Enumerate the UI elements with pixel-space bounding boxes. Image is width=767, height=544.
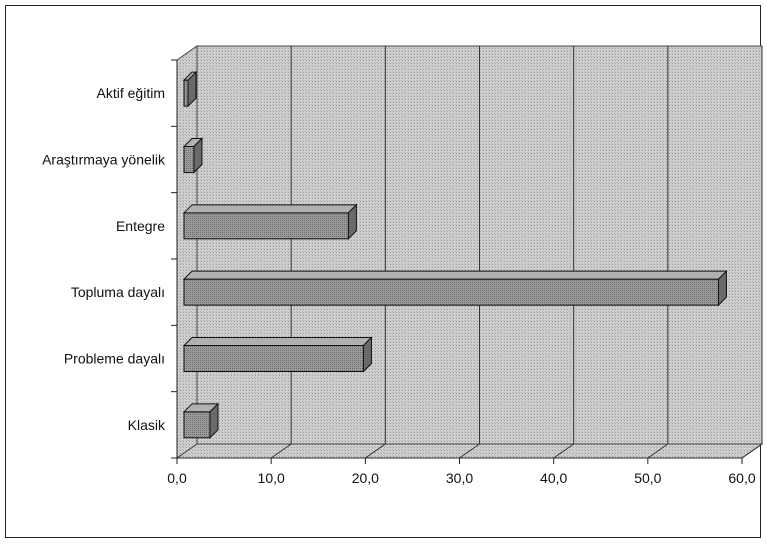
bar-side xyxy=(209,402,219,440)
bar-top xyxy=(182,204,358,214)
x-tick-label: 30,0 xyxy=(446,470,473,486)
bar-top xyxy=(182,337,373,346)
category-label: Entegre xyxy=(116,218,165,234)
category-label: Topluma dayalı xyxy=(71,284,165,300)
bar-front xyxy=(183,79,189,107)
category-label: Araştırmaya yönelik xyxy=(42,152,166,168)
bar-side xyxy=(717,269,727,307)
bar-front xyxy=(183,146,195,173)
gridline-floor xyxy=(647,443,669,459)
bar-side xyxy=(193,137,203,174)
bar-side xyxy=(347,203,357,241)
gridline-floor xyxy=(270,443,292,459)
x-tick-label: 60,0 xyxy=(728,470,755,486)
category-label: Klasik xyxy=(128,417,166,433)
gridline-floor xyxy=(459,443,480,459)
category-label: Aktif eğitim xyxy=(97,85,165,101)
x-tick-label: 0,0 xyxy=(167,470,187,486)
bar-front xyxy=(183,345,364,372)
bar-side xyxy=(362,336,372,373)
bar-side xyxy=(187,70,197,108)
gridline-floor xyxy=(365,443,386,459)
bar-top xyxy=(182,270,728,280)
bar-front xyxy=(183,212,349,240)
bar-front xyxy=(183,411,211,439)
bar-front xyxy=(183,278,719,306)
gridline-floor xyxy=(741,443,763,459)
x-tick-label: 50,0 xyxy=(634,470,661,486)
x-tick-label: 10,0 xyxy=(258,470,285,486)
x-tick-label: 20,0 xyxy=(352,470,379,486)
category-label: Probleme dayalı xyxy=(64,351,165,367)
x-tick-label: 40,0 xyxy=(540,470,567,486)
gridline-floor xyxy=(553,443,574,459)
plot-side-wall xyxy=(176,45,198,459)
